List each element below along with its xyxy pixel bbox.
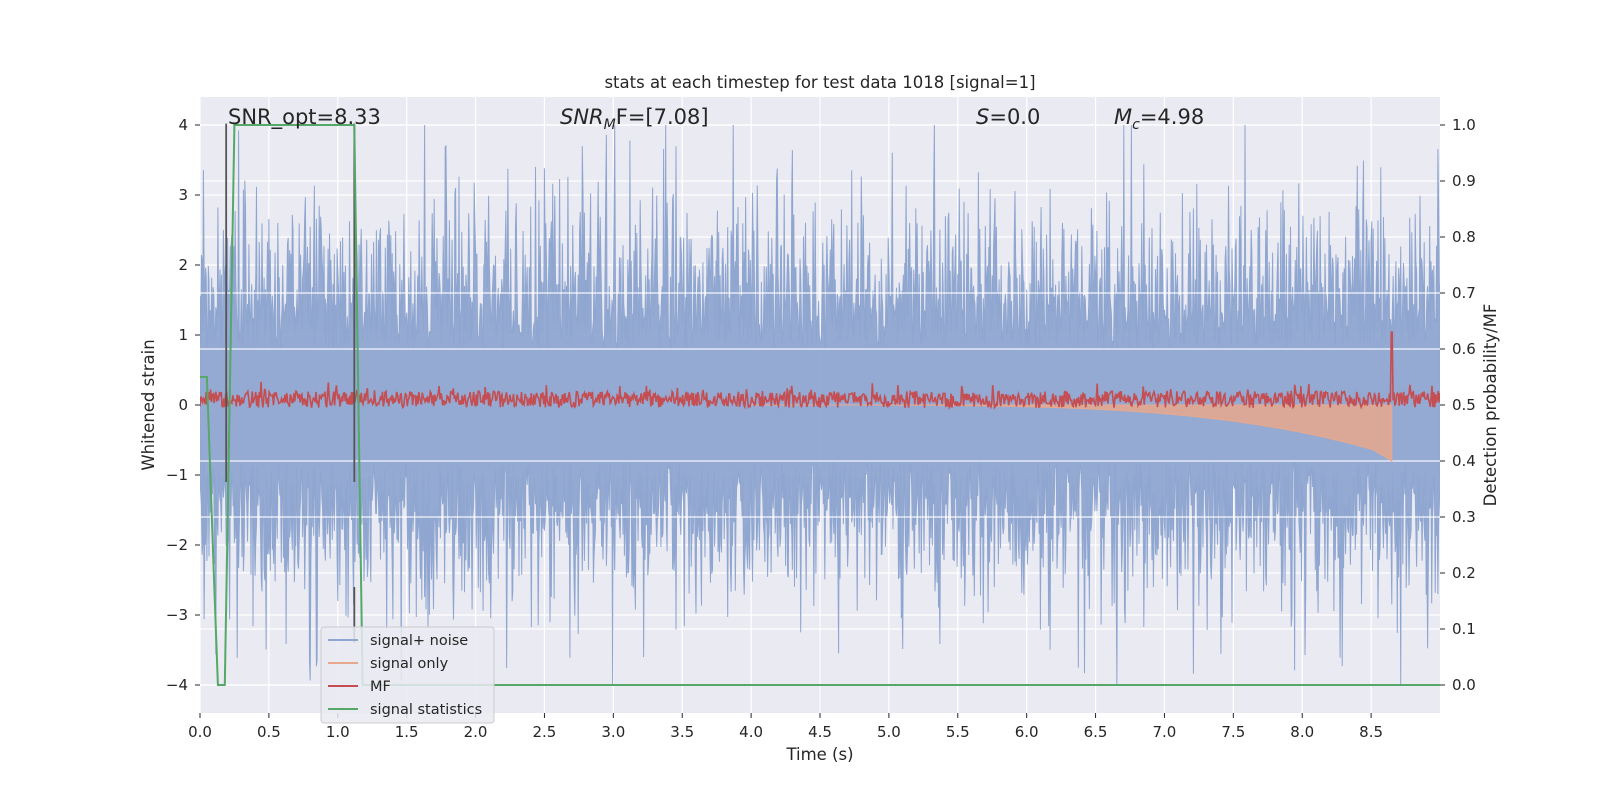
y-right-tick-label: 0.4 <box>1452 452 1476 470</box>
x-tick-label: 0.0 <box>188 723 212 741</box>
x-tick-label: 2.5 <box>533 723 557 741</box>
y-right-tick-label: 0.5 <box>1452 396 1476 414</box>
x-tick-label: 4.0 <box>739 723 763 741</box>
x-tick-label: 8.5 <box>1359 723 1383 741</box>
y-right-tick-label: 0.9 <box>1452 172 1476 190</box>
x-tick-label: 7.5 <box>1221 723 1245 741</box>
series-mf <box>200 331 1440 410</box>
y-left-tick-label: −1 <box>166 466 188 484</box>
series-signal-only <box>751 404 1393 462</box>
y-right-tick-label: 0.8 <box>1452 228 1476 246</box>
annotation-mc: Mc=4.98 <box>1114 105 1204 133</box>
y-axis-left-ticks: −4 −3 −2 −1 0 1 2 3 4 <box>166 116 200 694</box>
y-left-tick-label: 4 <box>178 116 188 134</box>
x-axis-label: Time (s) <box>785 745 853 764</box>
y-axis-left-label: Whitened strain <box>139 339 158 470</box>
x-tick-label: 7.0 <box>1153 723 1177 741</box>
y-left-tick-label: −3 <box>166 606 188 624</box>
y-right-tick-label: 0.0 <box>1452 676 1476 694</box>
x-tick-label: 1.0 <box>326 723 350 741</box>
y-right-tick-label: 0.7 <box>1452 284 1476 302</box>
annotation-s-stat: S=0.0 <box>976 105 1040 129</box>
y-left-tick-label: 3 <box>178 186 188 204</box>
y-left-tick-label: −4 <box>166 676 188 694</box>
legend-frame <box>320 626 495 724</box>
annotations: SNR_opt=8.33 SNRMF=[7.08] S=0.0 Mc=4.98 <box>228 105 1204 133</box>
legend-label-signal-noise: signal+ noise <box>370 633 468 649</box>
x-tick-label: 0.5 <box>257 723 281 741</box>
x-tick-label: 3.5 <box>670 723 694 741</box>
x-axis-ticks: 0.0 0.5 1.0 1.5 2.0 2.5 3.0 3.5 4.0 4.5 5.0 5.5 6.0 6… <box>188 713 1383 741</box>
x-tick-label: 6.5 <box>1084 723 1108 741</box>
x-tick-label: 4.5 <box>808 723 832 741</box>
legend: signal+ noise signal only MF signal stat… <box>320 626 495 724</box>
signal-only-trace <box>751 404 1393 462</box>
y-right-tick-label: 1.0 <box>1452 116 1476 134</box>
x-tick-label: 1.5 <box>395 723 419 741</box>
y-right-tick-label: 0.6 <box>1452 340 1476 358</box>
x-tick-label: 5.0 <box>877 723 901 741</box>
mf-trace <box>200 331 1440 410</box>
y-right-tick-label: 0.2 <box>1452 564 1476 582</box>
chart-title: stats at each timestep for test data 101… <box>604 73 1035 92</box>
y-left-tick-label: 1 <box>178 326 188 344</box>
x-tick-label: 8.0 <box>1290 723 1314 741</box>
annotation-snr-opt: SNR_opt=8.33 <box>228 105 381 130</box>
y-right-tick-label: 0.1 <box>1452 620 1476 638</box>
legend-label-signal-statistics: signal statistics <box>370 702 482 718</box>
y-left-tick-label: 0 <box>178 396 188 414</box>
y-axis-right-ticks: 0.0 0.1 0.2 0.3 0.4 0.5 0.6 0.7 0.8 0.9 1.0 <box>1440 116 1476 694</box>
x-tick-label: 5.5 <box>946 723 970 741</box>
x-tick-label: 2.0 <box>464 723 488 741</box>
legend-label-signal-only: signal only <box>370 656 449 672</box>
y-left-tick-label: −2 <box>166 536 188 554</box>
y-axis-right-label: Detection probability/MF <box>1481 304 1500 507</box>
x-tick-label: 3.0 <box>601 723 625 741</box>
annotation-snr-mf: SNRMF=[7.08] <box>560 105 709 133</box>
y-left-tick-label: 2 <box>178 256 188 274</box>
x-tick-label: 6.0 <box>1015 723 1039 741</box>
y-right-tick-label: 0.3 <box>1452 508 1476 526</box>
legend-label-mf: MF <box>370 679 391 695</box>
